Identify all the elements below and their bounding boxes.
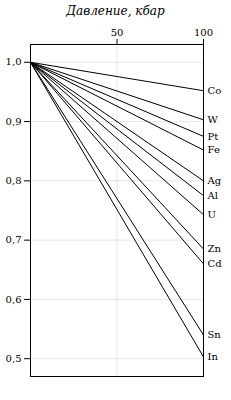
svg-text:Ag: Ag <box>207 175 222 186</box>
svg-text:Sn: Sn <box>208 329 222 340</box>
svg-text:1,0: 1,0 <box>6 56 22 67</box>
svg-text:Co: Co <box>208 85 222 96</box>
svg-text:Cd: Cd <box>208 258 223 269</box>
svg-text:50: 50 <box>111 27 124 38</box>
svg-text:Pt: Pt <box>208 131 219 142</box>
svg-text:100: 100 <box>194 27 213 38</box>
svg-text:Al: Al <box>207 190 218 201</box>
svg-text:0,6: 0,6 <box>6 294 22 305</box>
svg-text:0,8: 0,8 <box>6 175 22 186</box>
svg-text:U: U <box>208 209 216 220</box>
svg-text:0,5: 0,5 <box>6 353 22 364</box>
svg-text:In: In <box>208 351 219 362</box>
svg-text:W: W <box>208 114 219 125</box>
html-text:Давление, кбар: Давление, кбар <box>66 4 165 18</box>
svg-text:0,7: 0,7 <box>6 234 22 245</box>
svg-text:Zn: Zn <box>208 243 222 254</box>
svg-text:0,9: 0,9 <box>6 116 22 127</box>
svg-text:Fe: Fe <box>208 144 220 155</box>
